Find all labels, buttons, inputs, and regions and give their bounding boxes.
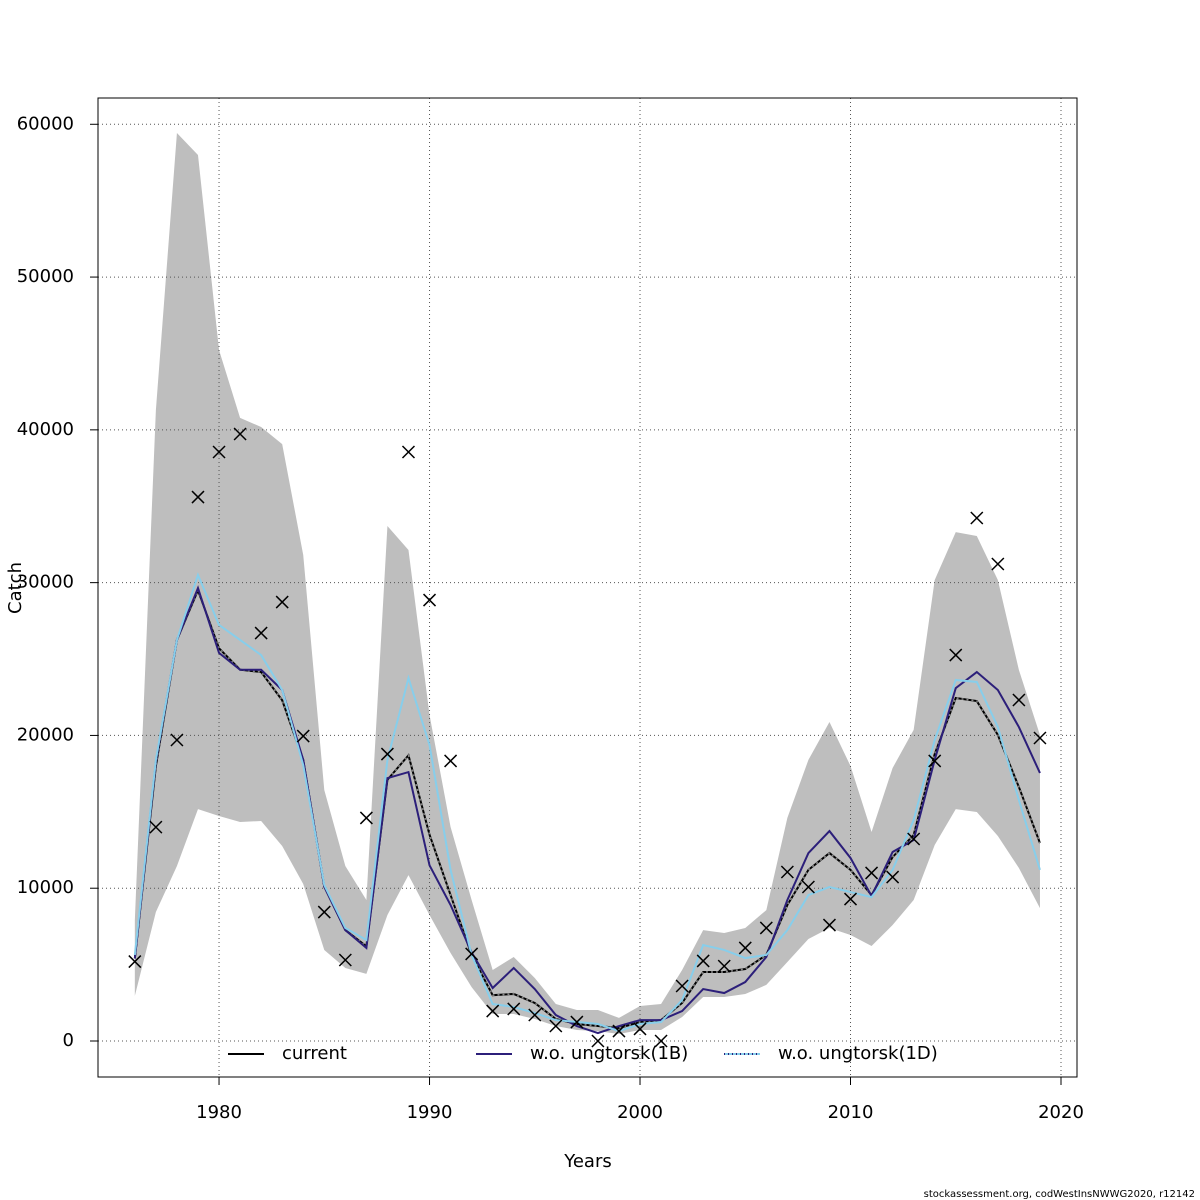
- observation: [696, 954, 710, 968]
- x-tick-label: 2020: [1038, 1102, 1084, 1123]
- observation: [422, 593, 437, 607]
- y-tick-label: 10000: [17, 877, 74, 898]
- observation: [612, 1024, 626, 1038]
- x-tick-label: 2010: [828, 1102, 874, 1123]
- observation: [254, 626, 268, 640]
- plot-frame: [97, 97, 1078, 1078]
- observation: [212, 445, 226, 459]
- legend-label: w.o. ungtorsk(1B): [530, 1043, 688, 1064]
- footer: stockassessment.org, codWestInsNWWG2020,…: [924, 1189, 1195, 1200]
- observation: [170, 733, 184, 747]
- confidence-band: [134, 132, 1040, 1034]
- observation: [317, 905, 331, 919]
- observation: [759, 921, 773, 935]
- observation: [654, 1034, 668, 1048]
- observation: [570, 1015, 584, 1029]
- legend-label: current: [282, 1043, 347, 1064]
- x-tick-label: 1980: [196, 1102, 242, 1123]
- legend-label: w.o. ungtorsk(1D): [778, 1043, 938, 1064]
- observation: [675, 979, 689, 993]
- observation: [1033, 731, 1047, 745]
- observation: [1012, 693, 1026, 707]
- observation: [591, 1034, 605, 1048]
- observation: [801, 880, 815, 894]
- observation: [991, 557, 1005, 571]
- y-tick-label: 0: [63, 1030, 74, 1051]
- observation: [296, 729, 310, 743]
- observation: [907, 832, 921, 846]
- observation: [359, 811, 373, 825]
- observation: [928, 754, 942, 768]
- y-tick-label: 20000: [17, 724, 74, 745]
- y-tick-label: 50000: [17, 266, 74, 287]
- observation: [633, 1022, 647, 1036]
- observation: [233, 427, 247, 441]
- y-tick-label: 40000: [17, 419, 74, 440]
- observation: [507, 1002, 521, 1016]
- observation: [549, 1019, 563, 1033]
- observation: [865, 866, 879, 880]
- observation: [401, 445, 416, 459]
- observation: [843, 892, 858, 906]
- observation: [465, 947, 479, 961]
- observation: [444, 754, 458, 768]
- y-tick-label: 60000: [17, 113, 74, 134]
- observation: [128, 955, 142, 969]
- series-line: [133, 587, 1041, 1030]
- observation: [338, 953, 352, 967]
- observation: [970, 511, 984, 525]
- observation: [149, 820, 163, 834]
- x-tick-label: 2000: [617, 1102, 663, 1123]
- y-tick-label: 30000: [17, 572, 74, 593]
- observation: [380, 747, 394, 761]
- observation: [717, 959, 731, 973]
- observation: [780, 865, 794, 879]
- observation: [486, 1004, 500, 1018]
- observation: [886, 870, 900, 884]
- x-axis-label: Years: [563, 1151, 612, 1172]
- observation: [738, 941, 752, 955]
- y-axis-label: Catch: [5, 562, 26, 614]
- observation: [822, 918, 836, 932]
- observation: [191, 490, 205, 504]
- observation: [275, 595, 289, 609]
- observation: [528, 1008, 542, 1022]
- x-tick-label: 1990: [407, 1102, 453, 1123]
- observation: [949, 648, 963, 662]
